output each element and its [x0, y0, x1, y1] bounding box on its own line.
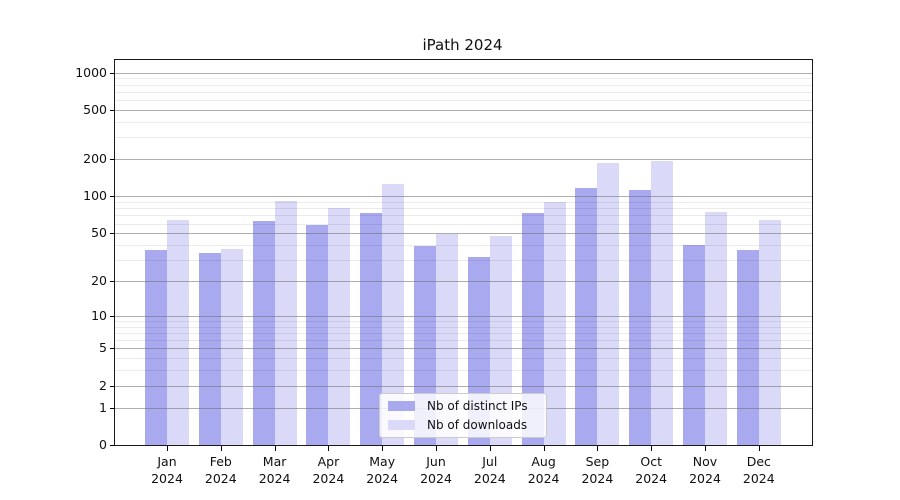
y-tick-label-10: 10 — [91, 307, 107, 323]
legend-row-distinct-ips: Nb of distinct IPs — [388, 399, 538, 413]
bar-downloads-mar — [274, 200, 297, 445]
y-tick-label-100: 100 — [83, 188, 107, 204]
bar-downloads-feb — [220, 249, 243, 445]
x-tick-label-apr: Apr 2024 — [312, 454, 345, 486]
x-tick-nov — [705, 446, 706, 451]
y-tick-500 — [110, 110, 115, 111]
y-tick-label-1: 1 — [99, 399, 107, 415]
x-tick-jan — [167, 446, 168, 451]
x-tick-label-jan: Jan 2024 — [151, 454, 183, 486]
x-tick-label-dec: Dec 2024 — [742, 454, 775, 486]
bar-distinct-ips-oct — [629, 190, 652, 445]
x-tick-mar — [274, 446, 276, 451]
bar-downloads-sep — [597, 163, 620, 445]
x-tick-jul — [489, 446, 491, 451]
x-tick-label-oct: Oct 2024 — [635, 454, 668, 486]
gridline-minor-90 — [115, 201, 812, 203]
bar-distinct-ips-may — [360, 213, 383, 445]
y-tick-label-2: 2 — [99, 377, 107, 393]
x-tick-label-aug: Aug 2024 — [527, 454, 560, 486]
gridline-minor-900 — [115, 78, 812, 80]
y-tick-label-50: 50 — [91, 225, 107, 241]
bar-downloads-aug — [543, 201, 566, 445]
bar-downloads-dec — [758, 220, 781, 445]
x-tick-label-mar: Mar 2024 — [258, 454, 291, 486]
legend: Nb of distinct IPs Nb of downloads — [379, 393, 547, 438]
bar-downloads-apr — [328, 208, 351, 445]
legend-swatch-distinct-ips — [388, 401, 415, 411]
bar-distinct-ips-mar — [252, 220, 275, 445]
y-tick-100 — [110, 196, 115, 198]
x-tick-label-nov: Nov 2024 — [689, 454, 721, 486]
x-tick-label-feb: Feb 2024 — [204, 454, 237, 486]
legend-swatch-downloads — [388, 420, 415, 430]
bar-downloads-jul — [489, 236, 512, 445]
y-tick-1 — [110, 407, 115, 409]
y-tick-5 — [110, 348, 115, 350]
x-tick-dec — [758, 446, 760, 451]
x-tick-jun — [436, 446, 437, 451]
y-tick-20 — [110, 280, 115, 282]
bar-distinct-ips-dec — [736, 250, 759, 445]
legend-label-downloads: Nb of downloads — [427, 418, 528, 432]
x-tick-label-may: May 2024 — [366, 454, 399, 486]
y-tick-0 — [110, 445, 115, 446]
bar-downloads-jan — [167, 220, 189, 445]
legend-label-distinct-ips: Nb of distinct IPs — [427, 399, 528, 413]
gridline-minor-600 — [115, 100, 812, 102]
y-tick-label-1000: 1000 — [75, 64, 107, 80]
bar-downloads-nov — [705, 212, 727, 445]
x-tick-feb — [220, 446, 222, 451]
y-tick-200 — [110, 159, 115, 161]
gridline-major-1000 — [115, 72, 812, 74]
gridline-minor-800 — [115, 84, 812, 86]
x-tick-label-jun: Jun 2024 — [420, 454, 452, 486]
y-tick-label-20: 20 — [91, 272, 107, 288]
legend-row-downloads: Nb of downloads — [388, 418, 538, 432]
gridline-minor-300 — [115, 137, 812, 139]
bar-distinct-ips-sep — [575, 188, 598, 445]
bar-distinct-ips-aug — [521, 213, 544, 445]
x-tick-label-jul: Jul 2024 — [473, 454, 506, 486]
y-tick-label-5: 5 — [99, 340, 107, 356]
y-tick-2 — [110, 385, 115, 387]
gridline-major-500 — [115, 110, 812, 111]
y-tick-50 — [110, 233, 115, 235]
y-tick-label-0: 0 — [99, 437, 107, 452]
y-tick-label-200: 200 — [83, 151, 107, 167]
x-tick-label-sep: Sep 2024 — [581, 454, 614, 486]
y-tick-1000 — [110, 72, 115, 74]
gridline-minor-700 — [115, 91, 812, 93]
x-tick-oct — [651, 446, 653, 451]
bar-downloads-jun — [436, 234, 458, 445]
x-tick-aug — [543, 446, 545, 451]
chart-title: iPath 2024 — [422, 36, 503, 54]
y-tick-label-500: 500 — [83, 102, 107, 117]
gridline-major-200 — [115, 159, 812, 161]
bar-distinct-ips-feb — [198, 253, 221, 445]
x-tick-sep — [597, 446, 599, 451]
plot-area: 0 1 2 5 10 20 50 100 200 500 1000 Jan 2024 Feb 2024 M… — [75, 59, 813, 486]
gridline-minor-400 — [115, 122, 812, 123]
gridline-major-100 — [115, 196, 812, 198]
bar-distinct-ips-nov — [683, 244, 705, 445]
bar-downloads-may — [382, 183, 405, 445]
y-tick-10 — [110, 315, 115, 317]
bar-distinct-ips-apr — [306, 225, 329, 445]
x-tick-apr — [328, 446, 330, 451]
x-tick-may — [382, 446, 384, 451]
bar-distinct-ips-jan — [145, 250, 167, 445]
gridline-minor-80 — [115, 208, 812, 210]
bar-downloads-oct — [651, 160, 674, 445]
